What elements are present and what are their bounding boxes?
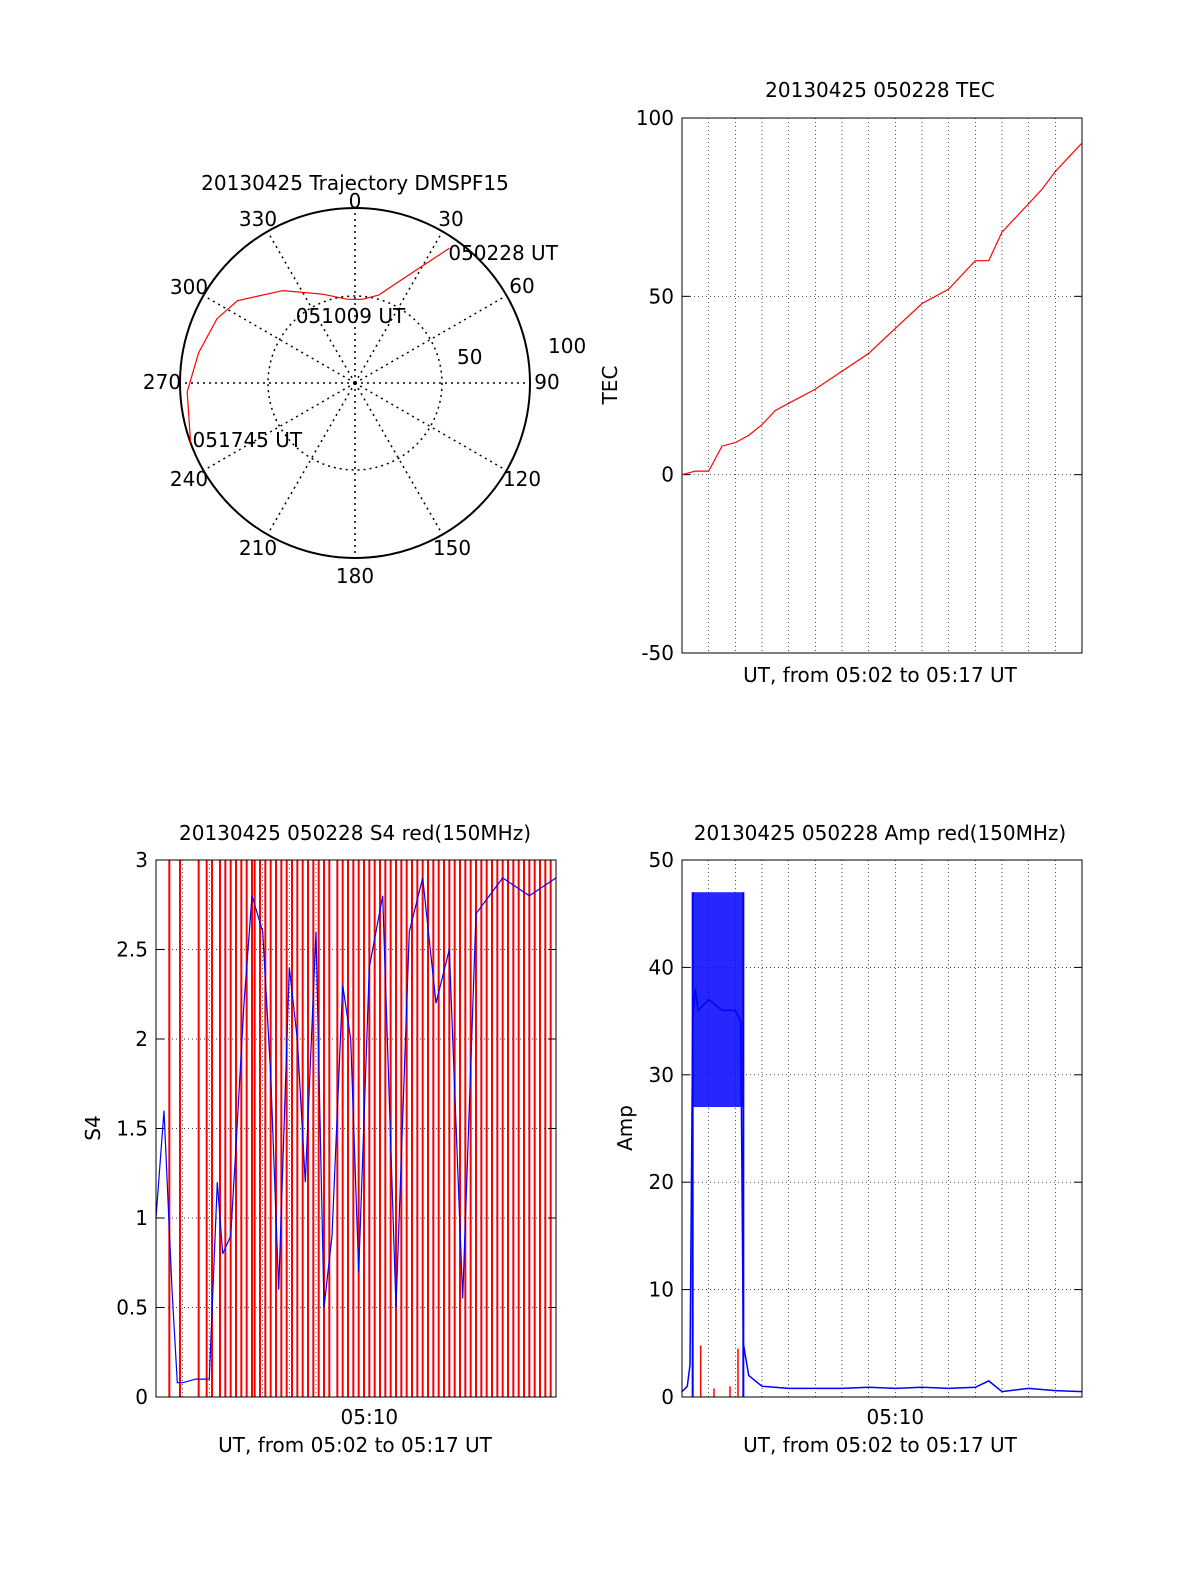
y-tick-label: -50 — [641, 641, 674, 665]
polar-spoke-210 — [266, 382, 356, 535]
polar-radial-label-50: 50 — [457, 345, 482, 369]
s4-red-spikes — [168, 860, 552, 1397]
trajectory-annotation: 050228 UT — [448, 241, 558, 265]
polar-angle-label-0: 0 — [349, 189, 362, 213]
polar-spoke-60 — [354, 294, 507, 384]
amp-blue-band — [691, 892, 745, 1397]
amp-blue-band-fill — [692, 892, 744, 1108]
polar-title: 20130425 Trajectory DMSPF15 — [201, 171, 509, 195]
y-tick-label: 0 — [135, 1385, 148, 1409]
s4-title: 20130425 050228 S4 red(150MHz) — [179, 821, 531, 845]
s4-x-tick-label: 05:10 — [341, 1405, 399, 1429]
polar-inner-circle — [267, 295, 443, 471]
tec-y-ticks: 100 50 0 -50 — [636, 106, 1082, 665]
amp-xlabel: UT, from 05:02 to 05:17 UT — [743, 1433, 1018, 1457]
trajectory-annotations: 050228 UT 051009 UT 051745 UT — [193, 241, 559, 452]
y-tick-label: 10 — [649, 1278, 674, 1302]
s4-grid — [156, 860, 556, 1397]
y-tick-label: 0 — [661, 463, 674, 487]
y-tick-label: 30 — [649, 1063, 674, 1087]
tec-ylabel: TEC — [598, 366, 622, 406]
y-tick-label: 50 — [649, 284, 674, 308]
y-tick-label: 1 — [135, 1206, 148, 1230]
y-tick-label: 100 — [636, 106, 674, 130]
polar-panel: 20130425 Trajectory DMSPF15 0 30 60 90 120 15… — [143, 171, 586, 588]
polar-angle-label-330: 330 — [239, 207, 277, 231]
polar-angle-labels: 0 30 60 90 120 150 180 210 240 270 300 330 — [143, 189, 560, 588]
polar-spoke-300 — [203, 294, 356, 384]
polar-angle-label-210: 210 — [239, 536, 277, 560]
trajectory-annotation: 051745 UT — [193, 428, 303, 452]
s4-xlabel: UT, from 05:02 to 05:17 UT — [218, 1433, 493, 1457]
s4-ylabel: S4 — [81, 1115, 105, 1140]
y-tick-label: 0.5 — [116, 1296, 148, 1320]
polar-angle-label-300: 300 — [170, 275, 208, 299]
y-tick-label: 2 — [135, 1027, 148, 1051]
tec-frame — [681, 117, 1083, 654]
polar-angle-label-30: 30 — [438, 207, 463, 231]
polar-spoke-150 — [354, 382, 444, 535]
trajectory-annotation: 051009 UT — [296, 304, 406, 328]
polar-spokes — [180, 208, 530, 558]
y-tick-label: 2.5 — [116, 938, 148, 962]
polar-angle-label-180: 180 — [336, 564, 374, 588]
amp-title: 20130425 050228 Amp red(150MHz) — [694, 821, 1066, 845]
polar-angle-label-150: 150 — [433, 536, 471, 560]
y-tick-label: 40 — [649, 955, 674, 979]
amp-ylabel: Amp — [613, 1105, 637, 1151]
tec-title: 20130425 050228 TEC — [765, 78, 995, 102]
amp-y-ticks: 50 40 30 20 10 0 — [649, 848, 1082, 1409]
polar-spoke-240 — [203, 382, 356, 472]
tec-series-line — [681, 142, 1083, 476]
tec-grid — [682, 118, 1082, 653]
polar-spoke-30 — [354, 231, 444, 384]
polar-angle-label-270: 270 — [143, 370, 181, 394]
trajectory-line — [186, 247, 450, 443]
amp-frame — [681, 859, 1083, 1398]
y-tick-label: 1.5 — [116, 1117, 148, 1141]
polar-spoke-120 — [354, 382, 507, 472]
y-tick-label: 20 — [649, 1170, 674, 1194]
polar-angle-label-90: 90 — [534, 370, 559, 394]
polar-angle-label-60: 60 — [509, 274, 534, 298]
y-tick-label: 0 — [661, 1385, 674, 1409]
y-tick-label: 50 — [649, 848, 674, 872]
polar-spoke-330 — [266, 231, 356, 384]
s4-y-ticks: 3 2.5 2 1.5 1 0.5 0 — [116, 848, 556, 1409]
amp-x-tick-label: 05:10 — [867, 1405, 925, 1429]
s4-blue-series-line — [155, 877, 557, 1384]
polar-radial-label-100: 100 — [548, 334, 586, 358]
amp-grid — [682, 860, 1082, 1397]
tec-xlabel: UT, from 05:02 to 05:17 UT — [743, 663, 1018, 687]
polar-angle-label-240: 240 — [170, 467, 208, 491]
y-tick-label: 3 — [135, 848, 148, 872]
tec-panel: 20130425 050228 TEC 100 50 0 -50 UT, from 0… — [598, 78, 1083, 687]
s4-panel: 20130425 050228 S4 red(150MHz) 3 2.5 2 1.5 1… — [81, 821, 557, 1457]
amp-blue-series-line — [681, 988, 1083, 1393]
amp-red-spikes — [699, 1345, 739, 1397]
amp-panel: 20130425 050228 Amp red(150MHz) 50 40 30 20… — [613, 821, 1083, 1457]
polar-angle-label-120: 120 — [503, 467, 541, 491]
